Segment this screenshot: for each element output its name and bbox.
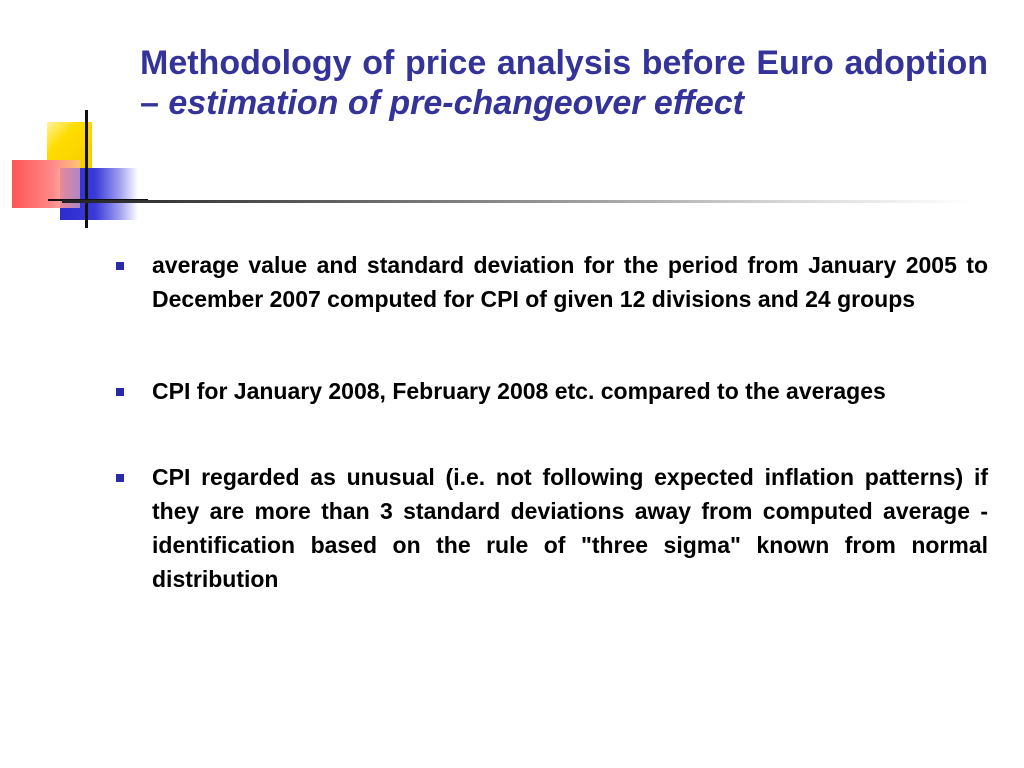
slide-title-italic: estimation of pre-changeover effect (168, 83, 744, 122)
square-bullet-icon (116, 262, 124, 270)
bullet-text: CPI regarded as unusual (i.e. not follow… (152, 464, 988, 592)
bullet-item: average value and standard deviation for… (110, 248, 988, 316)
title-underline-rule (62, 200, 972, 203)
bullet-text: CPI for January 2008, February 2008 etc.… (152, 378, 886, 404)
bullet-item: CPI for January 2008, February 2008 etc.… (110, 374, 988, 408)
bullet-text: average value and standard deviation for… (152, 252, 988, 312)
square-bullet-icon (116, 388, 124, 396)
square-bullet-icon (116, 474, 124, 482)
decorative-logo-block (0, 0, 150, 240)
slide-title-main: Methodology of price analysis before Eur… (140, 44, 988, 122)
bullet-item: CPI regarded as unusual (i.e. not follow… (110, 460, 988, 596)
slide-title: Methodology of price analysis before Eur… (140, 44, 988, 124)
bullet-list: average value and standard deviation for… (110, 248, 988, 596)
vertical-line-decoration (85, 110, 88, 228)
